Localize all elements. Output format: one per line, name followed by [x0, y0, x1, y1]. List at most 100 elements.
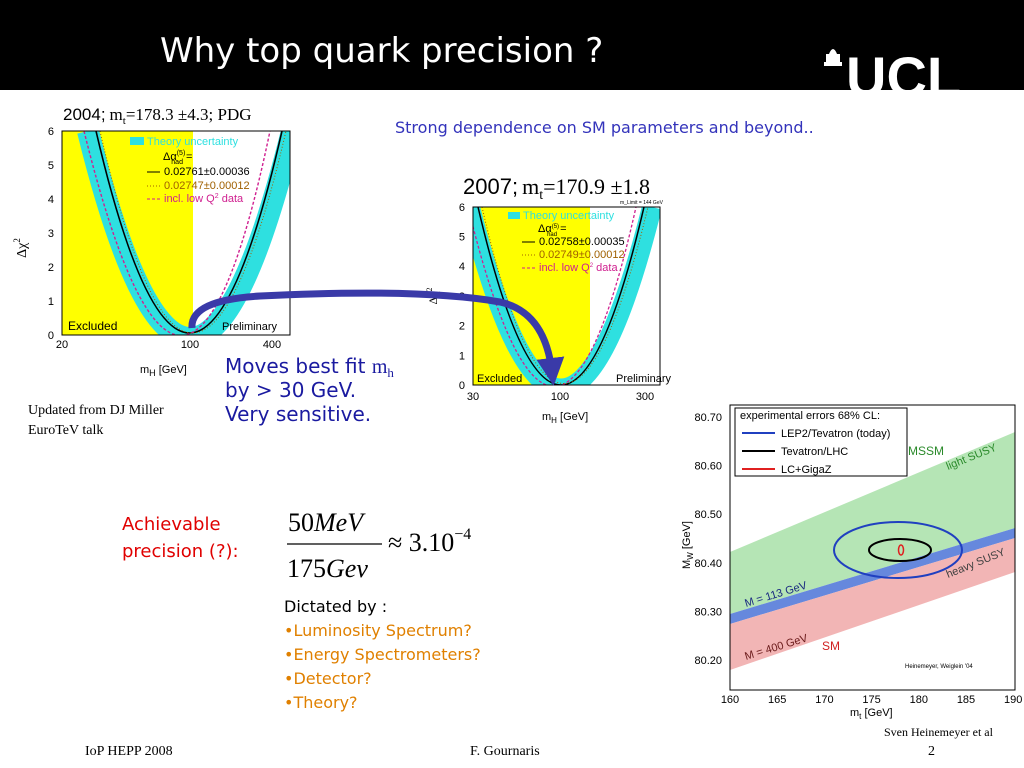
svg-text:precision (?):: precision (?): — [122, 541, 239, 562]
svg-text:Sven Heinemeyer et al: Sven Heinemeyer et al — [884, 725, 994, 739]
y-tick-label: 80.60 — [694, 461, 722, 473]
y-tick-label: 80.50 — [694, 509, 722, 521]
svg-text:•Energy Spectrometers?: •Energy Spectrometers? — [284, 645, 481, 664]
header-bar — [0, 0, 1024, 90]
svg-text:MSSM: MSSM — [908, 444, 944, 458]
svg-text:IoP HEPP 2008: IoP HEPP 2008 — [85, 744, 173, 759]
x-tick-label: 30 — [467, 391, 479, 403]
svg-text:by > 30 GeV.: by > 30 GeV. — [225, 378, 356, 402]
plot-frame — [729, 404, 1016, 691]
svg-text:175Gev: 175Gev — [287, 554, 368, 583]
y-ticks-2004: 0 1 2 3 4 5 6 — [48, 126, 54, 342]
x-tick-label: 175 — [862, 694, 880, 706]
legend-2004: Theory uncertainty Δα(5) had = 0.02761±0.0… — [68, 136, 278, 333]
svg-text:0.02749±0.00012: 0.02749±0.00012 — [539, 249, 625, 261]
mw-plot-area — [730, 432, 1015, 670]
svg-text:Δα(5)had=: Δα(5) had = — [538, 223, 567, 238]
svg-text:Theory uncertainty: Theory uncertainty — [147, 136, 239, 148]
svg-text:Δα(5)had=: Δα(5) had = — [163, 150, 192, 166]
svg-text:SM: SM — [822, 639, 840, 653]
x-tick-label: 170 — [815, 694, 833, 706]
svg-text:Preliminary: Preliminary — [616, 373, 672, 385]
x-label-2004: mH [GeV] — [140, 364, 187, 378]
svg-text:Heinemeyer, Weiglein '04: Heinemeyer, Weiglein '04 — [905, 664, 973, 670]
svg-text:Theory uncertainty: Theory uncertainty — [523, 210, 615, 222]
legend-2007: m_Limit = 144 GeV Theory uncertainty Δα(… — [477, 200, 672, 385]
svg-text:≈ 3.10−4: ≈ 3.10−4 — [388, 526, 471, 557]
svg-text:incl. low Q2 data: incl. low Q2 data — [539, 262, 618, 274]
svg-text:EuroTeV talk: EuroTeV talk — [28, 423, 103, 438]
y-tick-label: 80.30 — [694, 606, 722, 618]
y-label-2004: Δχ2 — [12, 238, 30, 258]
caption-2007: 2007; mt=170.9 ±1.8 — [463, 174, 650, 203]
x-label-mw: mt [GeV] — [850, 707, 893, 721]
svg-text:Dictated by :: Dictated by : — [284, 597, 387, 616]
svg-text:Preliminary: Preliminary — [222, 321, 278, 333]
x-tick-label: 100 — [181, 339, 199, 351]
y-tick-label: 80.20 — [694, 655, 722, 667]
svg-text:Achievable: Achievable — [122, 514, 221, 535]
caption-2004: 2004; mt=178.3 ±4.3; PDG — [63, 105, 252, 127]
y-tick-label: 6 — [459, 202, 465, 214]
x-tick-label: 165 — [768, 694, 786, 706]
source-note: Updated from DJ Miller EuroTeV talk — [28, 403, 164, 438]
svg-text:Excluded: Excluded — [68, 319, 117, 333]
y-tick-label: 2 — [48, 262, 54, 274]
slide-title: Why top quark precision ? — [160, 31, 603, 71]
svg-text:0.02747±0.00012: 0.02747±0.00012 — [164, 180, 250, 192]
x-tick-label: 185 — [957, 694, 975, 706]
plot-2004-area — [62, 131, 290, 335]
y-tick-label: 80.70 — [694, 412, 722, 424]
plot-frame — [61, 130, 291, 336]
y-tick-label: 4 — [459, 261, 465, 273]
svg-text:0.02761±0.00036: 0.02761±0.00036 — [164, 166, 250, 178]
x-ticks-mw: 160 165 170 175 180 185 190 — [721, 694, 1023, 706]
svg-text:LEP2/Tevatron (today): LEP2/Tevatron (today) — [781, 428, 890, 440]
svg-text:m_Limit = 144 GeV: m_Limit = 144 GeV — [620, 200, 664, 206]
shift-arrow — [188, 289, 565, 386]
shift-text: Moves best fit mh by > 30 GeV. Very sens… — [225, 354, 394, 426]
x-tick-label: 100 — [551, 391, 569, 403]
x-tick-label: 180 — [910, 694, 928, 706]
svg-text:F. Gournaris: F. Gournaris — [470, 744, 540, 759]
x-tick-label: 190 — [1004, 694, 1022, 706]
svg-text:Moves best fit mh: Moves best fit mh — [225, 354, 394, 380]
svg-text:Excluded: Excluded — [477, 373, 522, 385]
x-ticks-2004: 20 100 400 — [56, 339, 281, 351]
x-tick-label: 400 — [263, 339, 281, 351]
svg-text:Very sensitive.: Very sensitive. — [225, 402, 371, 426]
y-tick-label: 80.40 — [694, 558, 722, 570]
intro-text: Strong dependence on SM parameters and b… — [395, 118, 814, 137]
x-ticks-2007: 30 100 300 — [467, 391, 654, 403]
y-tick-label: 6 — [48, 126, 54, 138]
x-label-2007: mH [GeV] — [542, 411, 588, 425]
x-tick-label: 300 — [636, 391, 654, 403]
svg-text:Updated from DJ Miller: Updated from DJ Miller — [28, 403, 164, 418]
svg-text:incl. low Q2 data: incl. low Q2 data — [164, 193, 244, 205]
dictated-list: Dictated by : •Luminosity Spectrum? •Ene… — [284, 597, 481, 712]
svg-text:Tevatron/LHC: Tevatron/LHC — [781, 446, 848, 458]
y-tick-label: 5 — [48, 160, 54, 172]
y-tick-label: 1 — [48, 296, 54, 308]
svg-text:0.02758±0.00035: 0.02758±0.00035 — [539, 236, 625, 248]
y-tick-label: 3 — [48, 228, 54, 240]
y-tick-label: 4 — [48, 194, 54, 206]
y-tick-label: 5 — [459, 232, 465, 244]
ucl-logo: UCL — [824, 45, 961, 108]
svg-text:LC+GigaZ: LC+GigaZ — [781, 464, 832, 476]
logo-text: UCL — [846, 45, 961, 108]
y-tick-label: 2 — [459, 321, 465, 333]
svg-text:50MeV: 50MeV — [288, 508, 366, 537]
svg-text:2: 2 — [928, 744, 935, 759]
y-tick-label: 0 — [48, 330, 54, 342]
y-tick-label: 1 — [459, 350, 465, 362]
y-tick-label: 0 — [459, 380, 465, 392]
svg-text:experimental errors 68% CL:: experimental errors 68% CL: — [740, 410, 880, 422]
y-label-mw: MW [GeV] — [681, 521, 695, 569]
footer: Sven Heinemeyer et al IoP HEPP 2008 F. G… — [85, 725, 994, 759]
formula: 50MeV 175Gev ≈ 3.10−4 — [287, 508, 471, 583]
y-ticks-mw: 80.70 80.60 80.50 80.40 80.30 80.20 — [694, 412, 722, 667]
svg-text:•Detector?: •Detector? — [284, 669, 372, 688]
svg-text:•Theory?: •Theory? — [284, 693, 358, 712]
